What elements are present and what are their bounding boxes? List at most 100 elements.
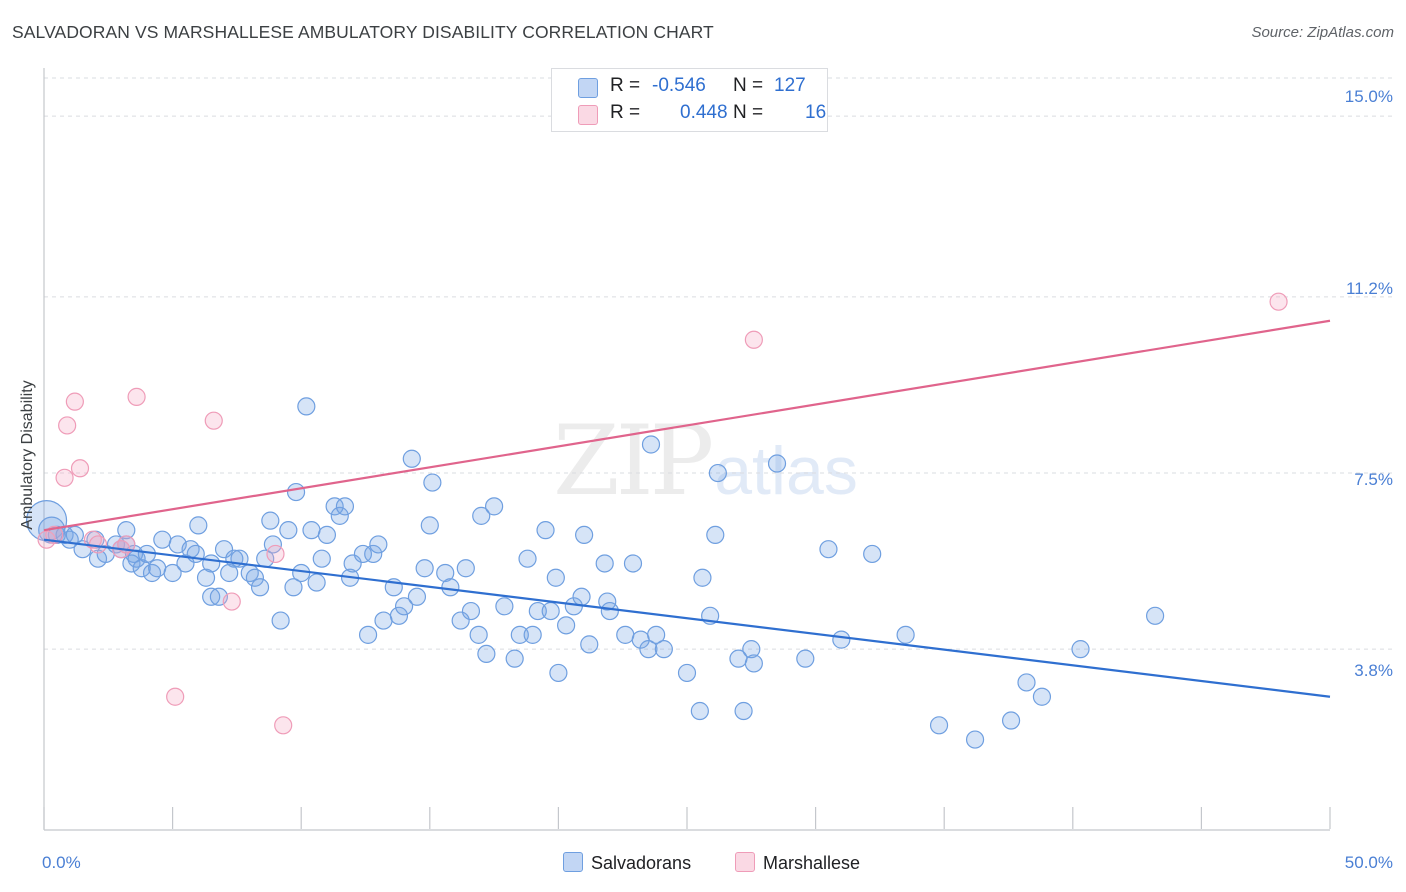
salvadoran-point <box>616 625 635 644</box>
salvadoran-point <box>325 497 344 516</box>
salvadoran-point <box>690 701 709 721</box>
salvadoran-point <box>153 530 172 549</box>
salvadoran-point <box>284 578 303 597</box>
salvadoran-point <box>1017 673 1036 692</box>
salvadoran-point <box>402 449 421 468</box>
salvadoran-point <box>369 535 388 554</box>
correlation-legend: R = -0.546 N = 127 R = 0.448 N = 16 <box>551 68 828 132</box>
salvadoran-point <box>407 587 427 606</box>
salvadoran-point <box>469 625 488 644</box>
marshallese-point <box>58 416 77 435</box>
salvadoran-point <box>117 521 136 540</box>
salvadoran-point <box>600 601 619 621</box>
marshallese-point <box>222 592 241 611</box>
salvadoran-point <box>461 601 481 621</box>
salvadoran-point <box>441 578 460 597</box>
salvadoran-point <box>708 463 727 483</box>
salvadoran-point <box>202 554 221 573</box>
salvadoran-point <box>523 625 542 644</box>
salvadoran-point <box>189 516 208 535</box>
salvadoran-point <box>796 649 815 668</box>
salvadoran-point <box>896 625 915 644</box>
salvadoran-point <box>286 482 306 502</box>
salvadoran-point <box>271 611 290 630</box>
salvadoran-point <box>546 568 565 587</box>
salvadorans-swatch <box>563 852 583 872</box>
salvadoran-point <box>335 497 355 516</box>
salvadoran-point <box>510 625 529 644</box>
y-tick-label: 3.8% <box>1354 661 1393 680</box>
salvadoran-point <box>374 611 393 630</box>
salvadoran-point <box>420 516 439 535</box>
salvadoran-point <box>132 559 151 578</box>
marshallese-point <box>166 687 185 706</box>
marshallese-point <box>88 535 108 554</box>
salvadoran-point <box>623 554 643 573</box>
salvadoran-point <box>641 435 661 454</box>
salvadoran-point <box>557 616 576 635</box>
salvadoran-point <box>819 540 838 559</box>
salvadoran-point <box>1001 711 1021 730</box>
bottom-legend-marshallese: Marshallese <box>735 852 860 874</box>
salvadoran-point <box>250 578 270 597</box>
salvadoran-point <box>358 625 378 644</box>
y-axis-title: Ambulatory Disability <box>19 380 36 530</box>
salvadoran-point <box>505 649 524 668</box>
marshallese-trend-line <box>43 319 1331 532</box>
salvadoran-point <box>549 663 568 683</box>
salvadoran-point <box>647 625 666 644</box>
marshallese-point <box>45 525 64 545</box>
salvadoran-point <box>196 568 216 587</box>
marshallese-point <box>266 544 285 564</box>
salvadoran-point <box>389 606 409 625</box>
salvadoran-point <box>261 511 280 530</box>
salvadoran-point <box>541 601 560 621</box>
salvadoran-point <box>472 506 491 525</box>
salvadoran-point <box>148 559 167 578</box>
salvadoran-point <box>330 506 349 525</box>
n-value: 16 <box>805 102 827 123</box>
salvadoran-point <box>863 544 882 564</box>
r-value: -0.546 <box>652 75 706 96</box>
salvadoran-point <box>307 573 326 592</box>
marshallese-swatch <box>735 852 755 872</box>
legend-label: Marshallese <box>763 853 861 873</box>
salvadoran-point <box>292 563 311 583</box>
marshallese-point <box>744 330 763 349</box>
salvadoran-point <box>654 640 673 659</box>
x-tick-label: 0.0% <box>42 853 81 872</box>
salvadoran-point <box>1146 606 1165 625</box>
salvadoran-point <box>518 549 537 568</box>
marshallese-point <box>65 392 84 411</box>
r-value: 0.448 <box>680 102 728 123</box>
r-label: R = <box>610 75 641 96</box>
salvadoran-point <box>394 597 414 616</box>
salvadoran-point <box>220 563 239 583</box>
salvadoran-point <box>312 549 331 568</box>
legend-label: Salvadorans <box>591 853 692 873</box>
marshallese-point <box>274 716 293 735</box>
chart-title: SALVADORAN VS MARSHALLESE AMBULATORY DIS… <box>12 22 714 42</box>
marshallese-swatch <box>578 105 598 125</box>
salvadoran-point <box>436 563 455 583</box>
salvadorans-swatch <box>578 78 598 98</box>
salvadoran-point <box>767 454 787 473</box>
salvadoran-point <box>929 716 949 735</box>
marshallese-point <box>127 387 146 406</box>
salvadoran-point <box>528 601 547 621</box>
salvadoran-point <box>639 640 658 659</box>
salvadoran-point <box>706 525 725 545</box>
r-label: R = <box>610 102 641 123</box>
salvadoran-point <box>297 397 316 416</box>
salvadoran-point <box>595 554 614 573</box>
salvadoran-point <box>423 473 442 492</box>
salvadoran-point <box>364 544 383 564</box>
salvadoran-point <box>163 563 182 583</box>
salvadoran-point <box>965 730 985 749</box>
salvadoran-point <box>245 568 265 587</box>
salvadoran-point <box>734 701 753 721</box>
salvadoran-point <box>832 630 851 649</box>
x-tick-label: 50.0% <box>1344 853 1393 872</box>
salvadoran-point <box>744 654 763 673</box>
marshallese-point <box>70 459 90 478</box>
